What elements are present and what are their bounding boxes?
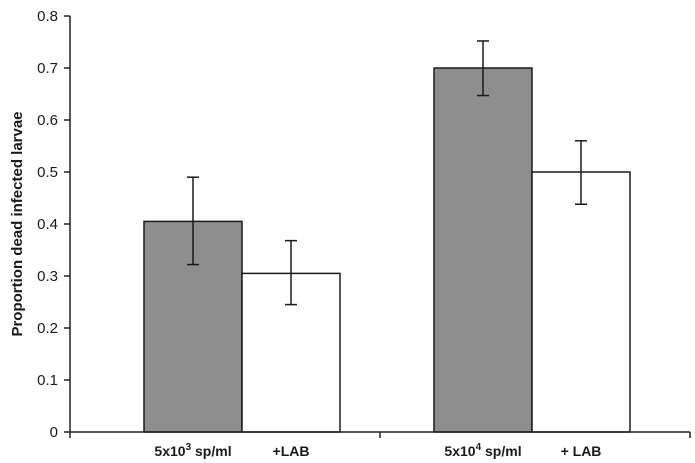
bar	[531, 171, 631, 433]
y-tick-label: 0.4	[37, 216, 58, 233]
x-category-label: +LAB	[273, 443, 310, 459]
y-tick-label: 0.3	[37, 268, 58, 285]
y-tick-label: 0	[50, 424, 58, 441]
bars	[143, 40, 631, 433]
y-axis-title: Proportion dead infected larvae	[9, 111, 26, 336]
x-category-label: 5x103 sp/ml	[154, 442, 231, 459]
y-tick-label: 0.2	[37, 320, 58, 337]
x-category-label: + LAB	[561, 443, 602, 459]
y-tick-label: 0.6	[37, 112, 58, 129]
y-axis: 0 0.1 0.2 0.3 0.4 0.5 0.6 0.7 0.8	[37, 8, 71, 441]
y-tick-label: 0.7	[37, 60, 58, 77]
bar	[433, 67, 533, 433]
y-tick-label: 0.1	[37, 372, 58, 389]
y-tick-label: 0.8	[37, 8, 58, 25]
x-axis: 5x103 sp/ml +LAB 5x104 sp/ml + LAB	[69, 431, 691, 459]
y-tick-label: 0.5	[37, 164, 58, 181]
x-category-label: 5x104 sp/ml	[444, 442, 521, 459]
